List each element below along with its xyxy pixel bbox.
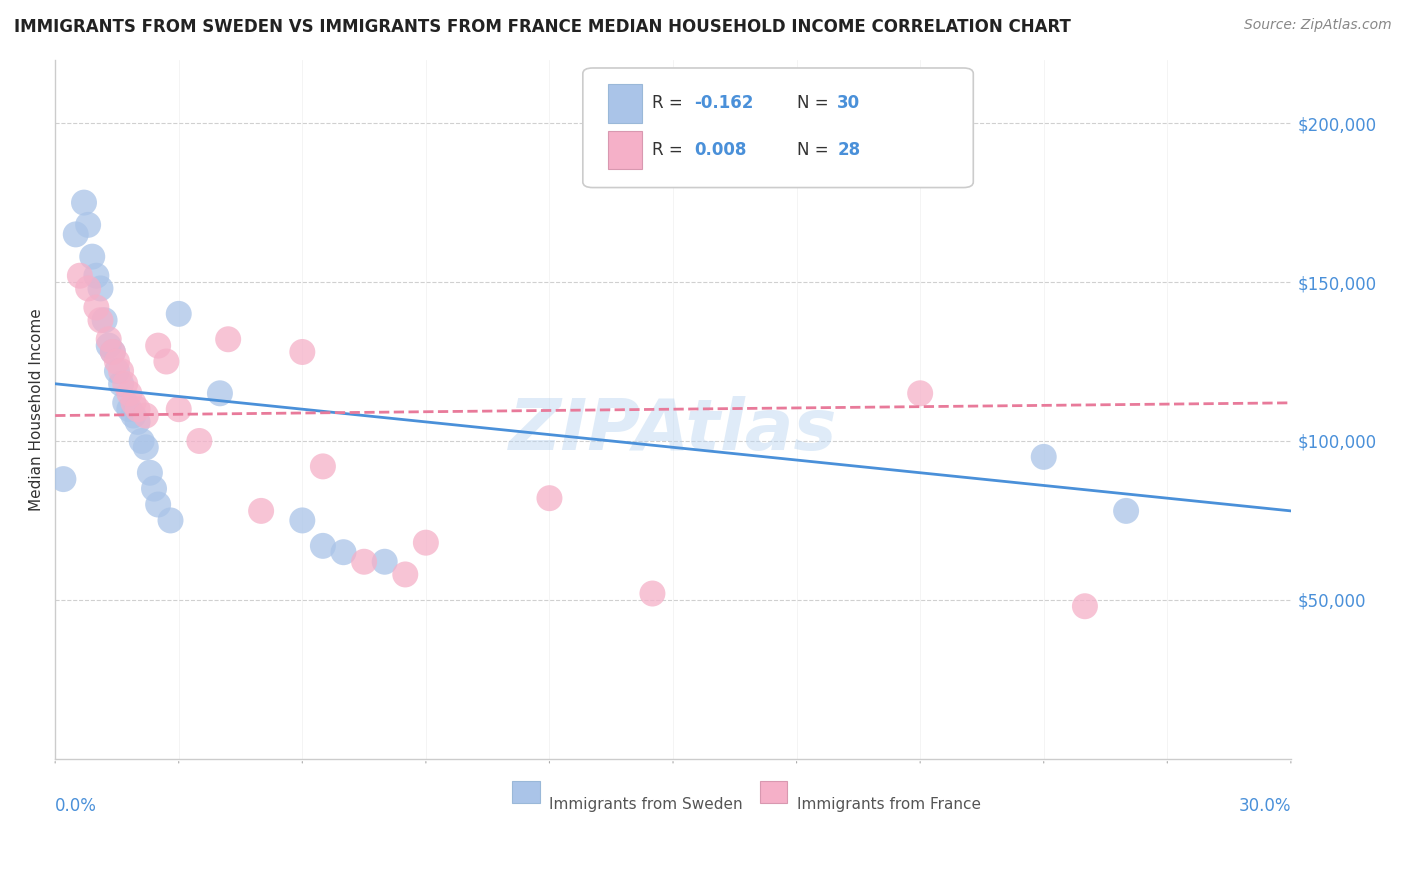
Point <box>86 301 108 315</box>
Point <box>394 567 416 582</box>
Point <box>82 250 104 264</box>
Point <box>97 332 120 346</box>
Point <box>538 491 561 505</box>
Point <box>65 227 87 242</box>
Text: ZIPAtlas: ZIPAtlas <box>509 396 837 465</box>
Point <box>127 415 149 429</box>
Text: 28: 28 <box>838 141 860 159</box>
Point <box>118 402 141 417</box>
Y-axis label: Median Household Income: Median Household Income <box>30 308 44 510</box>
Point <box>89 313 111 327</box>
FancyBboxPatch shape <box>583 68 973 187</box>
Point <box>110 376 132 391</box>
Point <box>118 386 141 401</box>
Point <box>122 409 145 423</box>
Point <box>188 434 211 448</box>
Point <box>291 513 314 527</box>
Text: R =: R = <box>652 141 688 159</box>
Point <box>167 307 190 321</box>
Point <box>127 402 149 417</box>
Point <box>101 345 124 359</box>
Point <box>155 354 177 368</box>
Point <box>97 338 120 352</box>
Point <box>146 338 169 352</box>
Point <box>641 586 664 600</box>
Point <box>332 545 354 559</box>
Point <box>374 555 396 569</box>
Text: 0.008: 0.008 <box>695 141 747 159</box>
Point <box>77 218 100 232</box>
Point <box>105 364 128 378</box>
Point <box>217 332 239 346</box>
Text: IMMIGRANTS FROM SWEDEN VS IMMIGRANTS FROM FRANCE MEDIAN HOUSEHOLD INCOME CORRELA: IMMIGRANTS FROM SWEDEN VS IMMIGRANTS FRO… <box>14 18 1071 36</box>
Point <box>1115 504 1137 518</box>
Text: Source: ZipAtlas.com: Source: ZipAtlas.com <box>1244 18 1392 32</box>
Bar <box>512 781 540 803</box>
Text: 30: 30 <box>838 95 860 112</box>
Text: 0.0%: 0.0% <box>55 797 97 815</box>
Point <box>415 535 437 549</box>
Point <box>312 539 335 553</box>
Point <box>110 364 132 378</box>
Point <box>105 354 128 368</box>
Text: N =: N = <box>797 95 834 112</box>
Point <box>131 434 153 448</box>
Bar <box>607 131 643 169</box>
Text: R =: R = <box>652 95 688 112</box>
Point <box>52 472 75 486</box>
Point <box>122 396 145 410</box>
Point <box>353 555 375 569</box>
Point <box>250 504 273 518</box>
Point <box>135 440 157 454</box>
Point <box>73 195 96 210</box>
Point <box>69 268 91 283</box>
Point <box>159 513 181 527</box>
Point <box>1032 450 1054 464</box>
Text: Immigrants from Sweden: Immigrants from Sweden <box>550 797 744 813</box>
Point <box>908 386 931 401</box>
Point <box>167 402 190 417</box>
Text: N =: N = <box>797 141 834 159</box>
Bar <box>607 84 643 122</box>
Point <box>143 482 166 496</box>
Point <box>1074 599 1097 614</box>
Point <box>139 466 162 480</box>
Point <box>101 345 124 359</box>
Point <box>86 268 108 283</box>
Point <box>114 376 136 391</box>
Bar <box>759 781 787 803</box>
Point <box>291 345 314 359</box>
Text: -0.162: -0.162 <box>695 95 754 112</box>
Point <box>114 396 136 410</box>
Text: Immigrants from France: Immigrants from France <box>797 797 980 813</box>
Point <box>135 409 157 423</box>
Point <box>208 386 231 401</box>
Point <box>89 281 111 295</box>
Point <box>93 313 115 327</box>
Point <box>312 459 335 474</box>
Point <box>146 498 169 512</box>
Text: 30.0%: 30.0% <box>1239 797 1291 815</box>
Point <box>77 281 100 295</box>
